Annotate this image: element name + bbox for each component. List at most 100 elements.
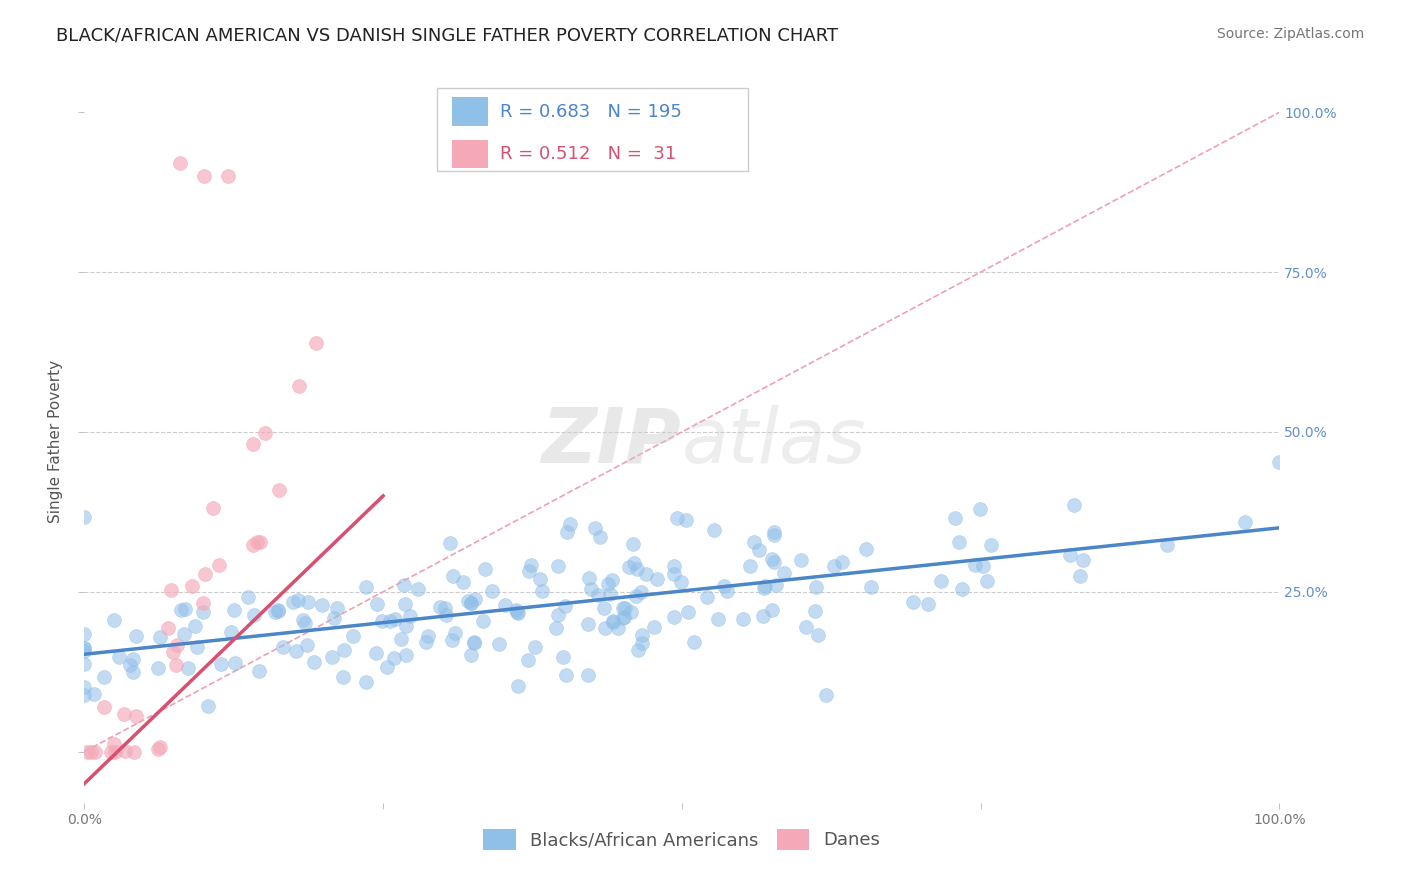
- Danes: [180, 579, 202, 593]
- Blacks/African Americans: [751, 609, 773, 624]
- Danes: [246, 535, 269, 549]
- Blacks/African Americans: [354, 580, 377, 594]
- Blacks/African Americans: [761, 552, 783, 566]
- Blacks/African Americans: [149, 630, 172, 644]
- Blacks/African Americans: [460, 596, 482, 610]
- Blacks/African Americans: [794, 620, 817, 634]
- Blacks/African Americans: [623, 557, 645, 571]
- Blacks/African Americans: [464, 591, 486, 606]
- Blacks/African Americans: [626, 589, 648, 603]
- Blacks/African Americans: [266, 603, 288, 617]
- Blacks/African Americans: [664, 558, 686, 573]
- Blacks/African Americans: [463, 635, 485, 649]
- Blacks/African Americans: [463, 636, 485, 650]
- Blacks/African Americans: [457, 594, 479, 608]
- Danes: [208, 558, 231, 572]
- Blacks/African Americans: [371, 614, 394, 628]
- Blacks/African Americans: [399, 608, 422, 623]
- Blacks/African Americans: [326, 600, 349, 615]
- Blacks/African Americans: [73, 657, 96, 671]
- Danes: [125, 709, 148, 723]
- Blacks/African Americans: [460, 648, 482, 663]
- Blacks/African Americans: [765, 578, 787, 592]
- Blacks/African Americans: [281, 595, 304, 609]
- Blacks/African Americans: [773, 566, 796, 581]
- Blacks/African Americans: [292, 613, 315, 627]
- Blacks/African Americans: [696, 590, 718, 604]
- Danes: [242, 436, 264, 450]
- Blacks/African Americans: [433, 601, 456, 615]
- Danes: [166, 638, 188, 652]
- Blacks/African Americans: [733, 612, 755, 626]
- Text: atlas: atlas: [682, 405, 866, 478]
- Blacks/African Americans: [416, 629, 439, 643]
- Blacks/African Americans: [186, 640, 208, 655]
- Danes: [249, 534, 271, 549]
- Blacks/African Americans: [394, 597, 416, 611]
- Blacks/African Americans: [1234, 515, 1257, 529]
- Danes: [103, 737, 125, 751]
- Blacks/African Americans: [554, 599, 576, 613]
- Text: ZIP: ZIP: [543, 405, 682, 478]
- Blacks/African Americans: [613, 610, 636, 624]
- Blacks/African Americans: [392, 578, 415, 592]
- Blacks/African Americans: [243, 608, 266, 623]
- Blacks/African Americans: [523, 640, 546, 654]
- Blacks/African Americans: [321, 649, 343, 664]
- Blacks/African Americans: [665, 511, 688, 525]
- Blacks/African Americans: [184, 619, 207, 633]
- Blacks/African Americans: [73, 627, 96, 641]
- Blacks/African Americans: [929, 574, 952, 588]
- Blacks/African Americans: [859, 580, 882, 594]
- Blacks/African Americans: [576, 668, 599, 682]
- Text: BLACK/AFRICAN AMERICAN VS DANISH SINGLE FATHER POVERTY CORRELATION CHART: BLACK/AFRICAN AMERICAN VS DANISH SINGLE …: [56, 27, 838, 45]
- Blacks/African Americans: [302, 655, 325, 669]
- Blacks/African Americans: [602, 615, 624, 629]
- Blacks/African Americans: [707, 611, 730, 625]
- Blacks/African Americans: [612, 611, 634, 625]
- Blacks/African Americans: [576, 617, 599, 632]
- Blacks/African Americans: [1156, 538, 1178, 552]
- Blacks/African Americans: [903, 595, 925, 609]
- Blacks/African Americans: [948, 534, 970, 549]
- Blacks/African Americans: [815, 688, 838, 702]
- Blacks/African Americans: [617, 559, 640, 574]
- Blacks/African Americans: [716, 584, 738, 599]
- Blacks/African Americans: [118, 658, 141, 673]
- Blacks/African Americans: [520, 558, 543, 572]
- Blacks/African Americans: [976, 574, 998, 588]
- Blacks/African Americans: [790, 553, 813, 567]
- Legend: Blacks/African Americans, Danes: Blacks/African Americans, Danes: [474, 820, 890, 859]
- Danes: [76, 745, 98, 759]
- Blacks/African Americans: [669, 574, 692, 589]
- Blacks/African Americans: [553, 649, 575, 664]
- Blacks/African Americans: [506, 605, 529, 619]
- Blacks/African Americans: [588, 589, 610, 603]
- Blacks/African Americans: [441, 569, 464, 583]
- Blacks/African Americans: [804, 604, 827, 618]
- Blacks/African Americans: [481, 584, 503, 599]
- Danes: [112, 706, 135, 721]
- FancyBboxPatch shape: [453, 139, 488, 169]
- Blacks/African Americans: [389, 632, 412, 646]
- Danes: [162, 645, 184, 659]
- Blacks/African Americans: [73, 510, 96, 524]
- Blacks/African Americans: [596, 577, 619, 591]
- Blacks/African Americans: [451, 575, 474, 590]
- Text: R = 0.512   N =  31: R = 0.512 N = 31: [501, 145, 676, 163]
- Blacks/African Americans: [630, 585, 652, 599]
- Blacks/African Americans: [83, 687, 105, 701]
- Blacks/African Americans: [73, 641, 96, 656]
- Blacks/African Americans: [855, 541, 877, 556]
- Blacks/African Americans: [547, 559, 569, 574]
- Text: Source: ZipAtlas.com: Source: ZipAtlas.com: [1216, 27, 1364, 41]
- Blacks/African Americans: [73, 688, 96, 702]
- Blacks/African Americans: [763, 525, 786, 540]
- Blacks/African Americans: [517, 653, 540, 667]
- Blacks/African Americans: [517, 564, 540, 578]
- Blacks/African Americans: [547, 608, 569, 623]
- Blacks/African Americans: [506, 606, 529, 620]
- Danes: [124, 745, 146, 759]
- Blacks/African Americans: [284, 643, 307, 657]
- Blacks/African Americans: [193, 605, 215, 619]
